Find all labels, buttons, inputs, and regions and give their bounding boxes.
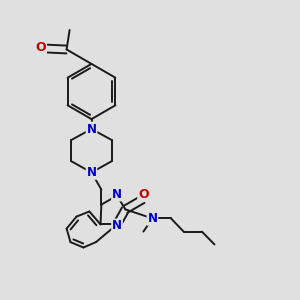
Text: O: O xyxy=(35,41,46,54)
Text: N: N xyxy=(86,122,97,136)
Text: O: O xyxy=(138,188,149,201)
Text: N: N xyxy=(147,212,158,225)
Text: N: N xyxy=(112,188,122,201)
Text: N: N xyxy=(86,166,97,179)
Text: N: N xyxy=(112,219,122,232)
